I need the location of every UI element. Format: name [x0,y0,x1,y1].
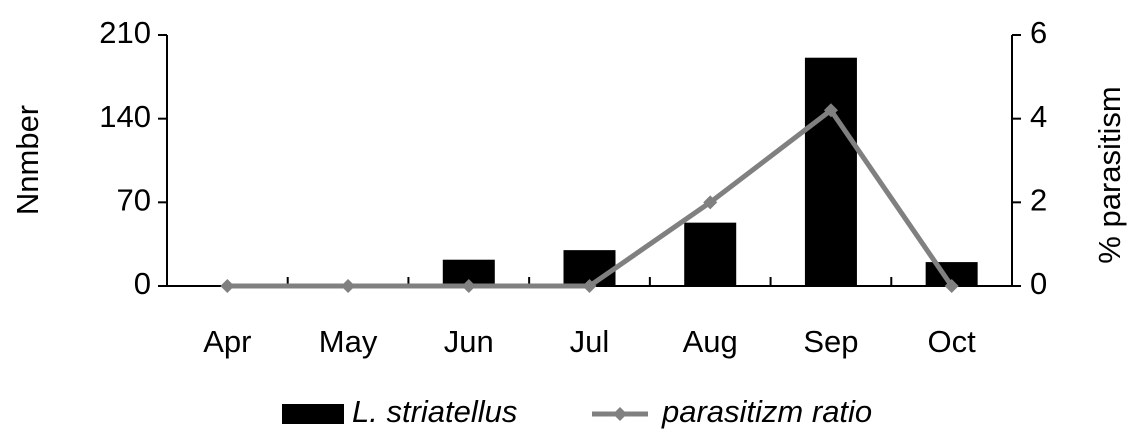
legend-label: L. striatellus [352,394,517,429]
x-tick-label: Jun [444,324,494,359]
point [461,279,476,293]
x-tick-label: Jul [570,324,610,359]
legend-label: parasitizm ratio [661,394,872,429]
point [703,195,718,210]
point [823,103,838,118]
point [341,279,356,293]
x-tick-label: Aug [683,324,738,359]
x-tick-label: Apr [203,324,251,359]
point [582,279,597,293]
x-tick-label: Sep [803,324,858,359]
x-tick-label: May [319,324,378,359]
x-tick-label: Oct [928,324,977,359]
y-tick-label: 140 [99,99,151,134]
bar [684,222,737,286]
y2-tick-label: 4 [1030,99,1047,134]
y2-axis-title: % parasitism [1092,86,1127,263]
y-axis-title: Nnmber [10,105,45,215]
point [220,279,235,293]
y2-tick-label: 6 [1030,15,1047,50]
y2-tick-label: 0 [1030,266,1047,301]
bar [804,57,857,287]
legend-swatch [613,407,627,421]
y-tick-label: 210 [99,15,151,50]
y-tick-label: 70 [117,183,151,218]
legend-swatch [282,404,344,424]
y2-tick-label: 2 [1030,183,1047,218]
point [944,279,959,293]
y-tick-label: 0 [134,266,151,301]
